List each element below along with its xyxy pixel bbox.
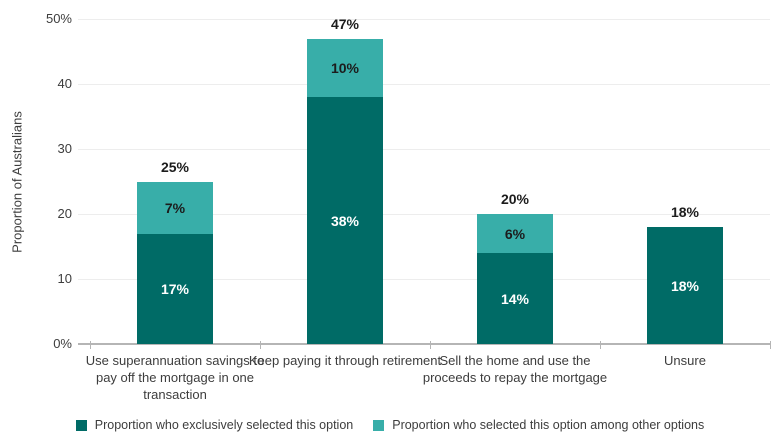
legend-label: Proportion who exclusively selected this… [94,418,354,432]
legend: Proportion who exclusively selected this… [0,418,780,432]
y-tick-label: 50% [45,11,72,26]
y-axis-title: Proportion of Australians [9,111,25,253]
x-axis-tick [90,341,91,349]
bar-total-label: 20% [500,191,530,207]
bar-segment-exclusive: 18% [647,227,723,344]
y-tick-label: 40 [57,76,72,91]
grid-line [78,278,770,280]
bar-segment-exclusive: 14% [477,253,553,344]
legend-label: Proportion who selected this option amon… [392,418,705,432]
bar-segment-label: 7% [164,199,186,216]
bar-segment-label: 38% [330,212,360,229]
y-tick-label: 0% [53,336,72,351]
bar-total-label: 47% [330,15,360,32]
grid-line [78,213,770,215]
legend-item: Proportion who selected this option amon… [373,418,704,432]
bar-segment-exclusive: 17% [137,233,213,344]
x-axis-tick [770,341,771,349]
category-label: Unsure [664,353,706,368]
bar-total-label: 25% [160,158,190,175]
bar-segment-label: 6% [504,225,526,242]
grid-line [78,18,770,20]
y-tick-label: 10 [57,271,72,286]
legend-swatch-icon [75,419,87,431]
bar-segment-exclusive: 38% [307,97,383,344]
bar-segment-among: 10% [307,38,383,97]
x-axis-tick [260,341,261,349]
category-label: Keep paying it through retirement [248,353,442,368]
bar-segment-label: 18% [670,277,700,294]
x-axis-line [78,343,770,345]
bar-segment-among: 7% [137,181,213,234]
x-axis-tick [600,341,601,349]
bar-segment-label: 14% [500,290,530,307]
bar-segment-among: 6% [477,214,553,253]
bar-segment-label: 17% [160,280,190,297]
legend-swatch-icon [373,419,385,431]
bar-total-label: 18% [670,204,700,220]
y-tick-label: 30 [57,141,72,156]
legend-item: Proportion who exclusively selected this… [75,418,354,432]
y-tick-label: 20 [57,206,72,221]
category-label: Sell the home and use the proceeds to re… [422,353,608,385]
grid-line [78,148,770,150]
grid-line [78,83,770,85]
x-axis-tick [430,341,431,349]
category-label: Use superannuation savings to pay off th… [85,353,265,402]
bar-segment-label: 10% [330,59,360,76]
